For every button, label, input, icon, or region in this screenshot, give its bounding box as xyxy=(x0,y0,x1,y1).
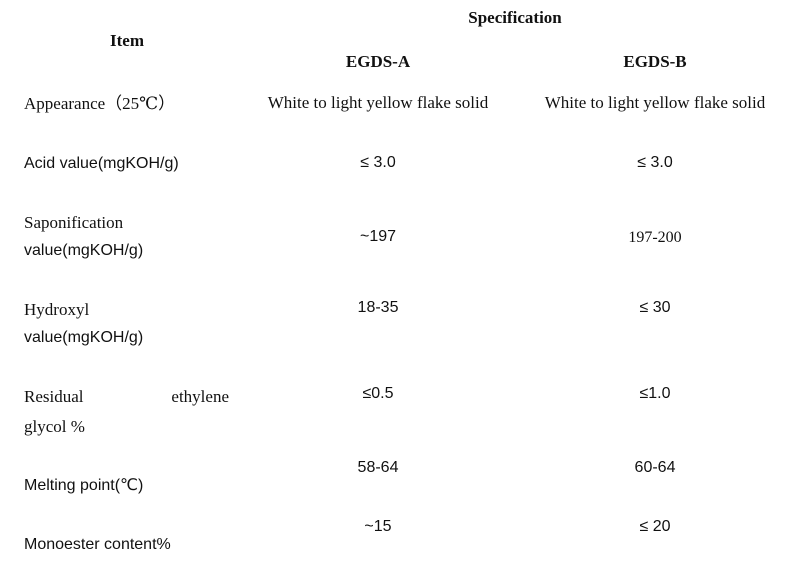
row-label: value(mgKOH/g) xyxy=(24,329,144,346)
cell-a: White to light yellow flake solid xyxy=(267,93,489,112)
cell-b: ≤ 3.0 xyxy=(637,154,673,171)
cell-a: ≤ 3.0 xyxy=(360,154,396,171)
row-label: Acid value(mgKOH/g) xyxy=(24,155,179,172)
header-item: Item xyxy=(110,31,144,50)
row-label: Appearance（25℃） xyxy=(24,94,176,113)
header-col-a: EGDS-A xyxy=(345,52,411,71)
cell-a: ~197 xyxy=(359,228,397,245)
row-label: Residual ethylene xyxy=(24,387,229,406)
row-label: Melting point(℃) xyxy=(24,477,144,494)
cell-b: ≤ 20 xyxy=(639,518,671,535)
cell-b: White to light yellow flake solid xyxy=(544,93,766,112)
header-col-b: EGDS-B xyxy=(623,52,687,71)
row-label: Hydroxyl xyxy=(24,300,90,319)
cell-a: 58-64 xyxy=(357,459,399,476)
row-label: Saponification xyxy=(24,213,124,232)
cell-b: 197-200 xyxy=(628,229,682,246)
row-label: glycol % xyxy=(24,417,85,436)
cell-a: ≤0.5 xyxy=(362,385,394,402)
cell-b: 60-64 xyxy=(634,459,676,476)
cell-b: ≤1.0 xyxy=(639,385,671,402)
header-spec: Specification xyxy=(468,8,562,27)
cell-a: 18-35 xyxy=(357,299,399,316)
cell-b: ≤ 30 xyxy=(639,299,671,316)
cell-a: ~15 xyxy=(364,518,392,535)
row-label: Monoester content% xyxy=(24,536,171,553)
row-label: value(mgKOH/g) xyxy=(24,242,144,259)
